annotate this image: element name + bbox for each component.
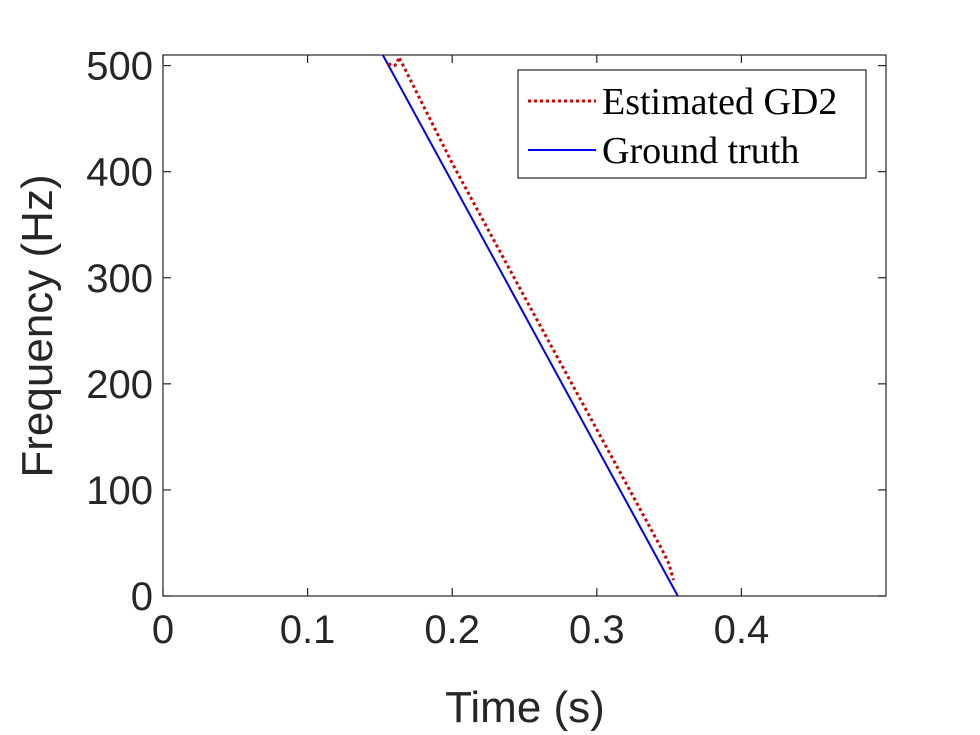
y-tick-label: 500 bbox=[86, 45, 153, 89]
y-tick-label: 400 bbox=[86, 151, 153, 195]
x-tick-label: 0.4 bbox=[714, 608, 770, 652]
y-tick-label: 300 bbox=[86, 257, 153, 301]
tick-labels: 0 0.1 0.2 0.3 0.4 0 100 200 300 400 500 bbox=[86, 45, 769, 652]
x-tick-label: 0.1 bbox=[280, 608, 336, 652]
legend-label: Ground truth bbox=[602, 130, 799, 172]
legend-label: Estimated GD2 bbox=[602, 81, 837, 123]
y-tick-label: 0 bbox=[131, 575, 153, 619]
x-tick-label: 0.3 bbox=[569, 608, 625, 652]
y-tick-label: 100 bbox=[86, 469, 153, 513]
series-line-ground-truth bbox=[381, 55, 679, 596]
legend-box bbox=[517, 69, 867, 179]
y-tick-label: 200 bbox=[86, 363, 153, 407]
x-tick-label: 0.2 bbox=[424, 608, 480, 652]
series-layer bbox=[381, 55, 679, 596]
x-tick-label: 0 bbox=[152, 608, 174, 652]
series-line-estimated-gd2 bbox=[387, 55, 675, 581]
y-axis-title: Frequency (Hz) bbox=[13, 174, 62, 477]
tick-marks bbox=[162, 55, 886, 597]
x-axis-title: Time (s) bbox=[445, 683, 605, 732]
legend: Estimated GD2 Ground truth bbox=[517, 69, 867, 179]
